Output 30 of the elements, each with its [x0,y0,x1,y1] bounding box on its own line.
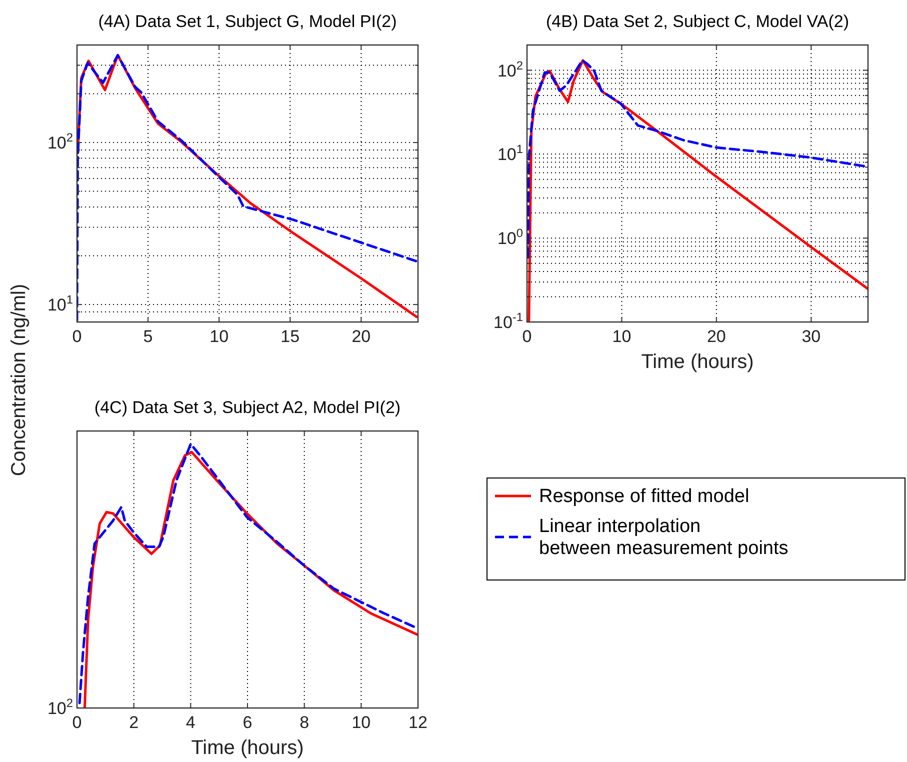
legend-label: Linear interpolation between measurement points [539,516,788,559]
x-tick-label: 0 [72,713,82,732]
y-tick-label: 10$^{-1}$ [494,310,524,332]
chart-title: (4B) Data Set 2, Subject C, Model VA(2) [546,12,849,31]
x-tick-label: 0 [72,327,82,346]
x-tick-label: 2 [129,713,139,732]
x-tick-label: 10 [612,327,632,346]
x-tick-label: 5 [143,327,153,346]
x-tick-label: 30 [802,327,821,346]
x-axis-title: Time (hours) [191,737,304,759]
y-tick-label: 10$^{1}$ [47,292,74,315]
y-axis-title: Concentration (ng/ml) [8,284,30,476]
line-series [527,59,868,259]
x-tick-label: 8 [300,713,310,732]
y-tick-label: 10$^{1}$ [497,142,524,164]
x-tick-label: 20 [706,327,726,346]
y-tick-label: 10$^{0}$ [497,226,524,248]
x-tick-label: 10 [352,713,371,732]
x-tick-label: 6 [242,713,252,732]
x-tick-label: 10 [210,327,229,346]
y-tick-label: 10$^{2}$ [497,58,524,80]
x-tick-label: 12 [408,713,428,732]
x-tick-label: 4 [186,713,196,732]
x-tick-label: 15 [280,327,300,346]
x-tick-label: 20 [352,327,371,346]
legend-label: Response of fitted model [539,486,750,507]
x-axis-title: Time (hours) [641,351,754,373]
x-tick-label: 0 [522,327,532,346]
chart-title: (4A) Data Set 1, Subject G, Model PI(2) [98,12,397,31]
chart-title: (4C) Data Set 3, Subject A2, Model PI(2) [94,398,401,417]
